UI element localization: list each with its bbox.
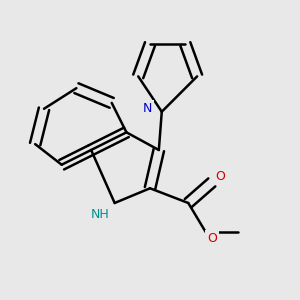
Text: NH: NH bbox=[91, 208, 109, 221]
Text: N: N bbox=[142, 102, 152, 115]
Text: O: O bbox=[207, 232, 217, 245]
Text: O: O bbox=[216, 170, 226, 183]
